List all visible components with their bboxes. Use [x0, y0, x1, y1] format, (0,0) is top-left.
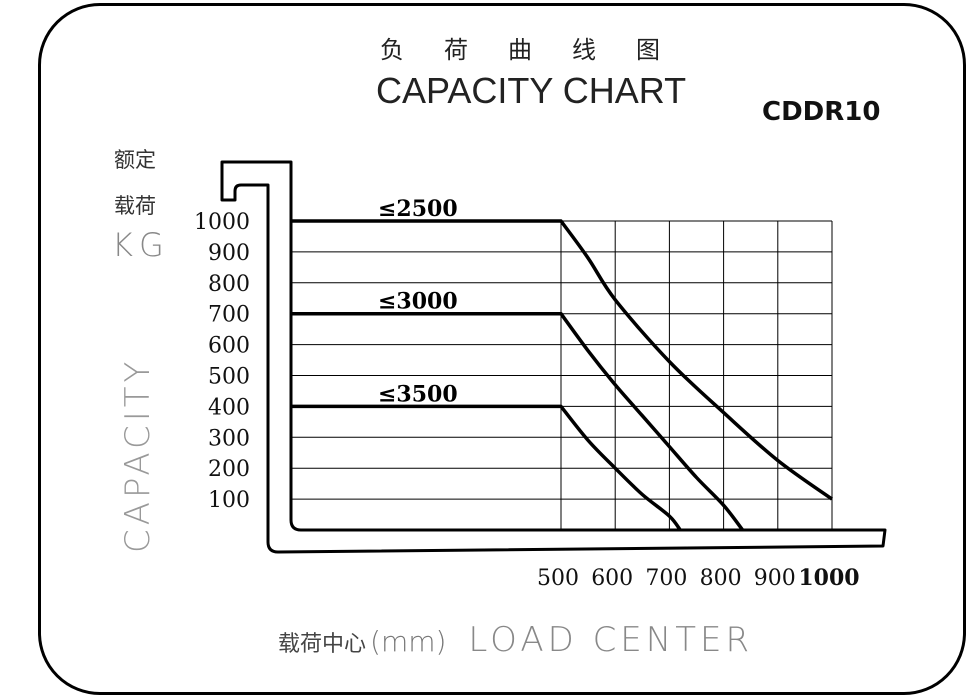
y-tick-label: 700 [208, 303, 250, 328]
capacity-curve [291, 404, 682, 532]
series-label: ≤2500 [378, 196, 458, 222]
y-tick-label: 100 [208, 488, 250, 513]
fork-outline [220, 160, 887, 554]
y-axis-cn-line1: 额定 [114, 148, 156, 172]
capacity-curve [291, 219, 834, 501]
y-tick-label: 800 [208, 272, 250, 297]
chart-title-cn: 负荷曲线图 [380, 36, 700, 64]
y-tick-label: 400 [208, 395, 250, 420]
x-tick-label: 900 [754, 566, 796, 591]
x-tick-labels: 500 600 700 800 900 1000 [537, 565, 860, 591]
x-axis-label: LOAD CENTER [468, 620, 754, 660]
y-axis-cn-line2: 载荷 [114, 194, 156, 218]
series-label: ≤3500 [378, 381, 458, 407]
model-number: CDDR10 [762, 97, 881, 127]
y-tick-labels: 100 200 300 400 500 600 700 800 900 1000 [194, 210, 250, 513]
y-tick-label: 900 [208, 241, 250, 266]
chart-title: CAPACITY CHART [376, 70, 687, 111]
series-label: ≤3000 [378, 289, 458, 315]
x-axis-title: 载荷中心 (mm) LOAD CENTER [278, 620, 753, 660]
y-axis-unit: KG [112, 226, 170, 264]
chart-frame [38, 3, 966, 695]
load-curves [291, 219, 834, 532]
y-tick-label: 500 [208, 365, 250, 390]
capacity-curve [291, 311, 744, 532]
series-labels: ≤2500 ≤3000 ≤3500 [378, 196, 458, 407]
x-tick-label: 700 [645, 566, 687, 591]
chart-grid [291, 220, 833, 530]
x-tick-label: 1000 [798, 565, 859, 591]
x-tick-label: 800 [700, 566, 742, 591]
x-tick-label: 600 [591, 566, 633, 591]
x-axis-cn: 载荷中心 [278, 632, 367, 657]
x-tick-label: 500 [537, 566, 579, 591]
y-tick-label: 200 [208, 457, 250, 482]
y-tick-label: 300 [208, 426, 250, 451]
x-axis-unit: (mm) [370, 625, 447, 658]
y-tick-label: 1000 [194, 210, 250, 235]
y-tick-label: 600 [208, 334, 250, 359]
